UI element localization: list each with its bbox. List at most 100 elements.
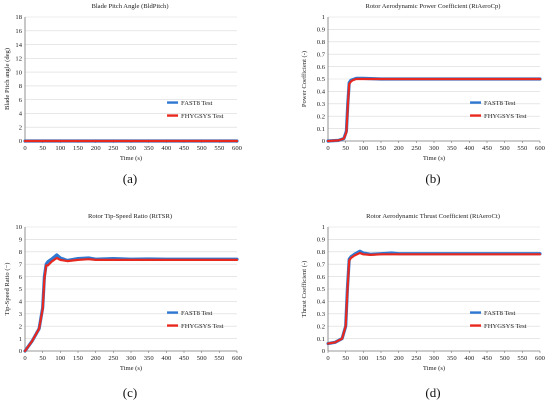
y-axis-label: Tip-Speed Ratio (−) [4,263,11,316]
y-tick-label: 0.5 [317,286,326,293]
x-tick-label: 100 [55,355,66,362]
y-tick-label: 0 [322,348,326,355]
y-tick-label: 0.2 [317,323,325,330]
chart-title: Rotor Aerodynamic Power Coefficient (RtA… [365,3,500,10]
legend-label: FAST8 Test [484,310,516,317]
y-tick-label: 10 [15,224,22,231]
x-tick-label: 100 [358,145,369,152]
y-tick-label: 0.1 [317,126,325,133]
x-tick-label: 400 [161,145,172,152]
x-tick-label: 600 [232,355,243,362]
legend-label: FHYGSYS Test [484,323,527,330]
x-tick-label: 500 [500,355,511,362]
y-tick-label: 0 [19,138,23,145]
legend-label: FHYGSYS Test [181,113,224,120]
y-axis-label: Power Coefficient (-) [301,51,308,107]
series-line-fast8 [23,253,239,353]
chart-panel-4: Rotor Aerodynamic Thrust Coefficient (Rt… [301,213,546,400]
y-tick-label: 18 [15,14,22,21]
chart-panel-1: Blade Pitch Angle (BldPitch) 0 2 4 6 8 10 12 14 1… [4,3,243,186]
y-tick-label: 1 [322,224,325,231]
panel-label: (d) [425,385,440,400]
x-tick-label: 450 [179,355,190,362]
x-tick-label: 0 [326,145,330,152]
x-tick-label: 250 [108,145,119,152]
y-tick-label: 4 [19,299,23,306]
x-tick-label: 150 [376,355,387,362]
x-tick-label: 50 [39,355,46,362]
x-tick-label: 350 [144,355,155,362]
x-tick-label: 550 [517,355,528,362]
chart-panel-2: Rotor Aerodynamic Power Coefficient (RtA… [301,3,546,186]
y-tick-label: 5 [19,286,23,293]
x-tick-label: 400 [464,355,475,362]
chart-title: Blade Pitch Angle (BldPitch) [91,3,168,10]
x-tick-label: 400 [161,355,172,362]
series-line-fast8 [326,76,542,143]
x-tick-label: 50 [39,145,46,152]
y-tick-label: 0.6 [317,274,326,281]
x-tick-label: 250 [411,145,422,152]
panel-label: (a) [123,171,137,186]
y-tick-label: 8 [19,249,23,256]
x-tick-label: 250 [411,355,422,362]
x-tick-label: 600 [535,355,546,362]
x-tick-label: 100 [55,145,66,152]
x-tick-label: 150 [376,145,387,152]
y-tick-label: 0.5 [317,76,326,83]
series-line-fhygsys [326,77,542,143]
x-axis-label: Time (s) [423,155,445,162]
x-tick-label: 400 [464,145,475,152]
y-tick-label: 10 [15,69,22,76]
x-tick-label: 0 [23,355,27,362]
panel-label: (c) [123,385,137,400]
y-tick-label: 0.3 [317,101,326,108]
y-tick-label: 0 [19,348,23,355]
x-tick-label: 450 [179,145,190,152]
series-line-fhygsys [23,256,239,353]
x-tick-label: 0 [326,355,330,362]
y-tick-label: 0.6 [317,64,326,71]
y-tick-label: 1 [19,336,22,343]
x-tick-label: 150 [73,355,84,362]
y-tick-label: 9 [19,237,23,244]
y-tick-label: 3 [19,311,23,318]
y-tick-label: 0.4 [317,89,326,96]
x-axis-label: Time (s) [120,365,142,372]
x-axis-label: Time (s) [423,365,445,372]
y-tick-label: 1 [322,14,325,21]
x-tick-label: 550 [517,145,528,152]
x-tick-label: 0 [23,145,27,152]
x-tick-label: 200 [394,145,405,152]
y-tick-label: 7 [19,261,23,268]
x-tick-label: 500 [500,145,511,152]
x-tick-label: 300 [429,145,440,152]
y-tick-label: 0.4 [317,299,326,306]
y-tick-label: 2 [19,323,22,330]
x-tick-label: 500 [197,145,208,152]
x-tick-label: 200 [91,355,102,362]
x-tick-label: 600 [232,145,243,152]
y-tick-label: 0.3 [317,311,326,318]
y-tick-label: 0.9 [317,237,326,244]
y-tick-label: 0.9 [317,27,326,34]
series-line-fhygsys [326,251,542,345]
x-tick-label: 200 [91,145,102,152]
chart-title: Rotor Aerodynamic Thrust Coefficient (Rt… [366,213,500,220]
x-tick-label: 350 [447,355,458,362]
x-tick-label: 450 [482,355,493,362]
x-tick-label: 200 [394,355,405,362]
legend-label: FAST8 Test [181,100,213,107]
panel-label: (b) [425,171,440,186]
x-tick-label: 300 [126,355,137,362]
x-axis-label: Time (s) [120,155,142,162]
x-tick-label: 300 [429,355,440,362]
y-tick-label: 0.1 [317,336,325,343]
y-axis-label: Thrust Coefficient (-) [301,261,308,318]
chart-panel-3: Rotor Tip-Speed Ratio (RtTSR) 0 1 2 3 4 5 6 7 8 9 1… [4,213,243,400]
x-tick-label: 100 [358,355,369,362]
legend-label: FAST8 Test [484,100,516,107]
x-tick-label: 550 [214,355,225,362]
y-tick-label: 14 [15,42,22,49]
